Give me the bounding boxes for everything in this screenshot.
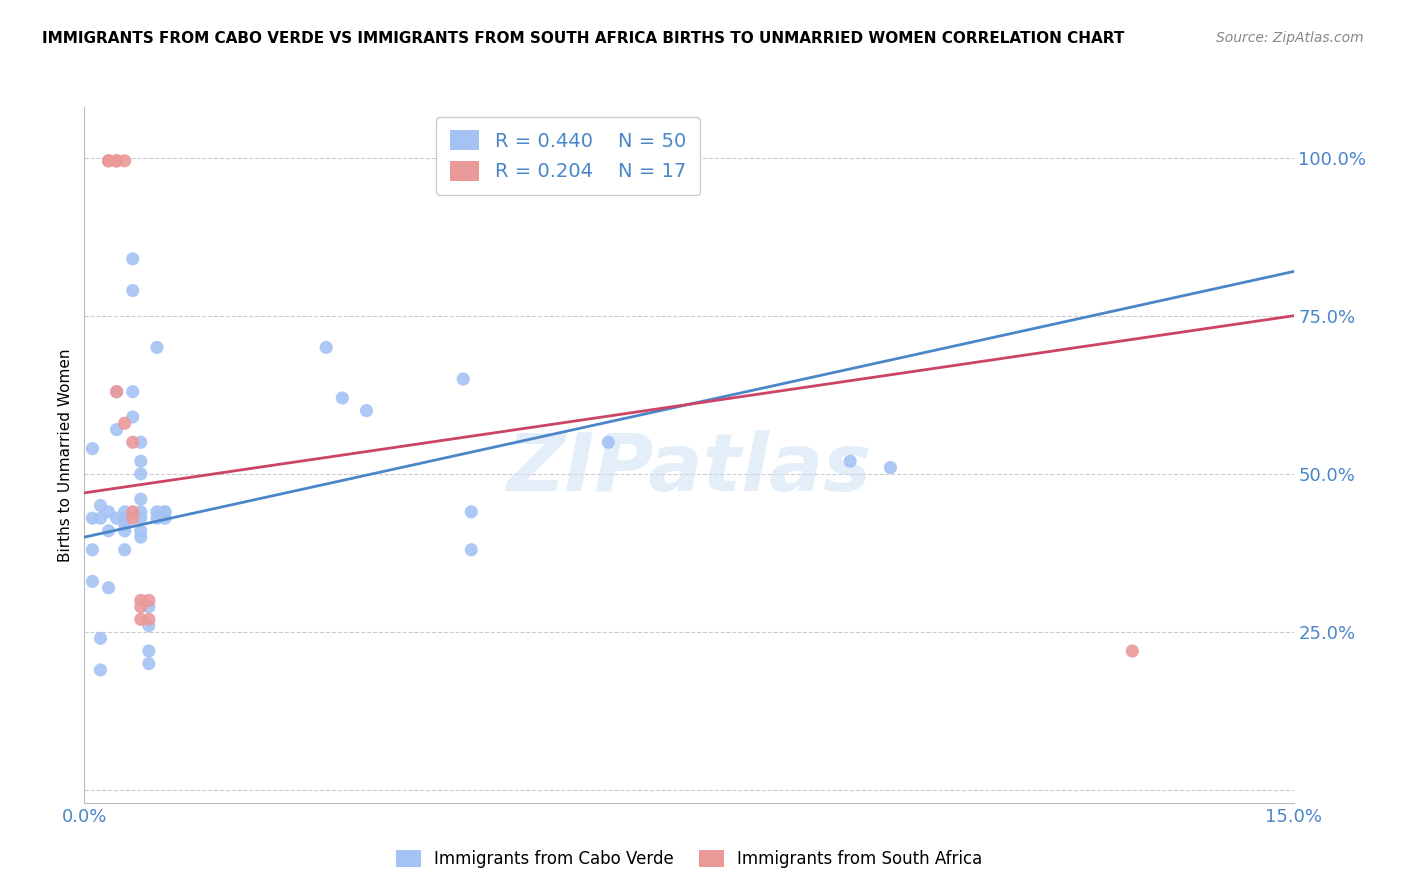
Point bbox=[129, 593, 152, 607]
Point bbox=[129, 612, 152, 626]
Point bbox=[89, 663, 111, 677]
Legend: Immigrants from Cabo Verde, Immigrants from South Africa: Immigrants from Cabo Verde, Immigrants f… bbox=[385, 839, 993, 878]
Point bbox=[138, 612, 160, 626]
Point bbox=[146, 505, 169, 519]
Point bbox=[879, 460, 901, 475]
Text: Source: ZipAtlas.com: Source: ZipAtlas.com bbox=[1216, 31, 1364, 45]
Point bbox=[598, 435, 620, 450]
Point bbox=[97, 153, 120, 168]
Point bbox=[105, 423, 128, 437]
Point bbox=[138, 657, 160, 671]
Point bbox=[121, 284, 143, 298]
Point bbox=[138, 618, 160, 632]
Point bbox=[1121, 644, 1143, 658]
Point bbox=[97, 581, 120, 595]
Point bbox=[451, 372, 474, 386]
Point bbox=[129, 505, 152, 519]
Point bbox=[138, 599, 160, 614]
Point bbox=[330, 391, 353, 405]
Point bbox=[460, 542, 482, 557]
Point bbox=[97, 524, 120, 538]
Point bbox=[121, 409, 143, 424]
Point bbox=[105, 153, 128, 168]
Point bbox=[460, 505, 482, 519]
Point bbox=[114, 517, 136, 532]
Point bbox=[138, 593, 160, 607]
Text: ZIPatlas: ZIPatlas bbox=[506, 430, 872, 508]
Point bbox=[82, 574, 104, 589]
Point bbox=[114, 417, 136, 431]
Point bbox=[97, 153, 120, 168]
Point bbox=[315, 340, 337, 354]
Point bbox=[121, 252, 143, 266]
Point bbox=[82, 542, 104, 557]
Point bbox=[356, 403, 378, 417]
Point bbox=[105, 153, 128, 168]
Point bbox=[129, 524, 152, 538]
Text: IMMIGRANTS FROM CABO VERDE VS IMMIGRANTS FROM SOUTH AFRICA BIRTHS TO UNMARRIED W: IMMIGRANTS FROM CABO VERDE VS IMMIGRANTS… bbox=[42, 31, 1125, 46]
Point bbox=[105, 384, 128, 399]
Point bbox=[105, 384, 128, 399]
Point bbox=[121, 384, 143, 399]
Point bbox=[82, 511, 104, 525]
Point bbox=[153, 505, 176, 519]
Point bbox=[121, 511, 143, 525]
Point bbox=[114, 542, 136, 557]
Point bbox=[138, 644, 160, 658]
Point bbox=[129, 492, 152, 507]
Point bbox=[129, 435, 152, 450]
Point bbox=[97, 505, 120, 519]
Point bbox=[839, 454, 862, 468]
Point bbox=[82, 442, 104, 456]
Point bbox=[114, 505, 136, 519]
Point bbox=[153, 505, 176, 519]
Point bbox=[114, 524, 136, 538]
Point bbox=[146, 511, 169, 525]
Point bbox=[114, 511, 136, 525]
Point bbox=[153, 511, 176, 525]
Point bbox=[89, 632, 111, 646]
Point bbox=[121, 505, 143, 519]
Point bbox=[129, 511, 152, 525]
Point bbox=[146, 340, 169, 354]
Y-axis label: Births to Unmarried Women: Births to Unmarried Women bbox=[58, 348, 73, 562]
Point bbox=[121, 435, 143, 450]
Point bbox=[114, 153, 136, 168]
Point bbox=[129, 454, 152, 468]
Point bbox=[129, 530, 152, 544]
Point bbox=[89, 511, 111, 525]
Point bbox=[105, 511, 128, 525]
Point bbox=[105, 153, 128, 168]
Point bbox=[89, 499, 111, 513]
Point bbox=[129, 599, 152, 614]
Point bbox=[129, 467, 152, 481]
